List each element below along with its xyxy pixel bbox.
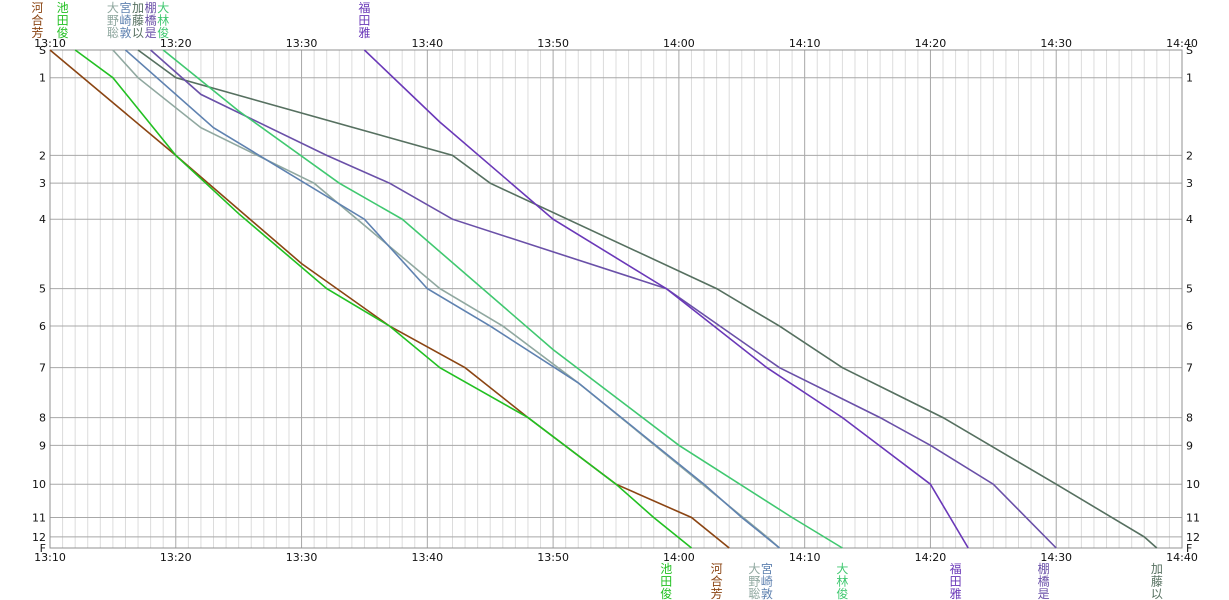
major-grid [49, 49, 1183, 549]
x-tick-label-top: 14:00 [663, 37, 695, 50]
series-label-bottom: 河合芳 [711, 562, 723, 600]
series-label-top: 宮崎敦 [119, 0, 131, 40]
series-label-bottom: 加藤以 [1151, 562, 1163, 600]
y-tick-label-left: 4 [39, 213, 46, 226]
series-label-bottom: 大林俊 [836, 562, 848, 600]
x-tick-label-bottom: 13:40 [411, 551, 443, 564]
x-tick-label-top: 13:40 [411, 37, 443, 50]
minor-grid [62, 50, 1170, 548]
y-tick-label-left: 9 [39, 439, 46, 452]
series-label-bottom: 宮崎敦 [761, 561, 773, 600]
x-tick-label-bottom: 14:30 [1040, 551, 1072, 564]
series-line [162, 49, 843, 549]
y-tick-label-right: 2 [1186, 149, 1193, 162]
y-tick-label-right: 12 [1186, 531, 1200, 544]
x-tick-label-top: 14:10 [789, 37, 821, 50]
y-tick-label-left: F [40, 542, 46, 555]
series-label-bottom: 池田俊 [660, 562, 672, 600]
y-tick-label-left: 11 [32, 511, 46, 524]
x-tick-label-bottom: 13:10 [34, 551, 66, 564]
x-tick-label-top: 14:20 [915, 37, 947, 50]
series-label-top: 大林俊 [157, 1, 169, 40]
y-tick-label-right: 4 [1186, 213, 1193, 226]
y-tick-label-right: 5 [1186, 283, 1193, 296]
y-tick-label-left: 2 [39, 149, 46, 162]
y-tick-label-left: 6 [39, 320, 46, 333]
y-tick-label-left: 1 [39, 72, 46, 85]
series-line [137, 49, 1158, 549]
y-tick-label-left: 5 [39, 283, 46, 296]
y-tick-label-left: 8 [39, 412, 46, 425]
x-tick-label-bottom: 13:30 [286, 551, 318, 564]
series-label-bottom: 福田雅 [950, 561, 962, 600]
x-tick-label-top: 13:10 [34, 37, 66, 50]
y-tick-label-right: 10 [1186, 478, 1200, 491]
x-tick-label-bottom: 14:10 [789, 551, 821, 564]
y-tick-label-right: 7 [1186, 362, 1193, 375]
x-tick-label-top: 14:30 [1040, 37, 1072, 50]
x-tick-label-bottom: 14:20 [915, 551, 947, 564]
x-tick-label-top: 13:50 [537, 37, 569, 50]
x-tick-label-bottom: 13:20 [160, 551, 192, 564]
y-tick-label-right: 6 [1186, 320, 1193, 333]
y-tick-label-right: 8 [1186, 412, 1193, 425]
y-tick-label-left: 12 [32, 531, 46, 544]
y-tick-label-right: S [1186, 44, 1193, 57]
x-tick-label-bottom: 13:50 [537, 551, 569, 564]
series-label-top: 池田俊 [57, 1, 69, 40]
y-tick-label-right: 3 [1186, 177, 1193, 190]
series-line [112, 49, 781, 549]
series-lines [49, 49, 1158, 549]
y-tick-label-left: 3 [39, 177, 46, 190]
series-label-bottom: 大野聡 [748, 562, 760, 600]
y-tick-label-right: F [1186, 542, 1192, 555]
y-tick-label-right: 1 [1186, 72, 1193, 85]
x-tick-label-top: 14:40 [1166, 37, 1198, 50]
x-tick-label-top: 13:20 [160, 37, 192, 50]
y-tick-label-left: 10 [32, 478, 46, 491]
plot-border [49, 49, 1183, 549]
x-tick-label-bottom: 14:40 [1166, 551, 1198, 564]
series-line [74, 49, 693, 549]
y-tick-label-right: 11 [1186, 511, 1200, 524]
y-tick-label-right: 9 [1186, 439, 1193, 452]
series-label-bottom: 棚橋是 [1038, 561, 1050, 600]
series-line [363, 49, 969, 549]
series-label-top: 大野聡 [107, 1, 119, 40]
series-label-top: 棚橋是 [145, 0, 157, 40]
x-axis-tick-labels: 13:10 13:10 13:20 13:20 13:30 13:30 13:40 13:40… [34, 37, 1198, 564]
x-tick-label-top: 13:30 [286, 37, 318, 50]
series-label-top: 加藤以 [132, 1, 144, 40]
series-label-top: 河合芳 [31, 1, 43, 40]
y-tick-label-left: S [39, 44, 46, 57]
y-tick-label-left: 7 [39, 362, 46, 375]
series-line [124, 49, 781, 549]
x-tick-label-bottom: 14:00 [663, 551, 695, 564]
series-label-top: 福田雅 [358, 0, 370, 40]
series-line [49, 49, 730, 549]
